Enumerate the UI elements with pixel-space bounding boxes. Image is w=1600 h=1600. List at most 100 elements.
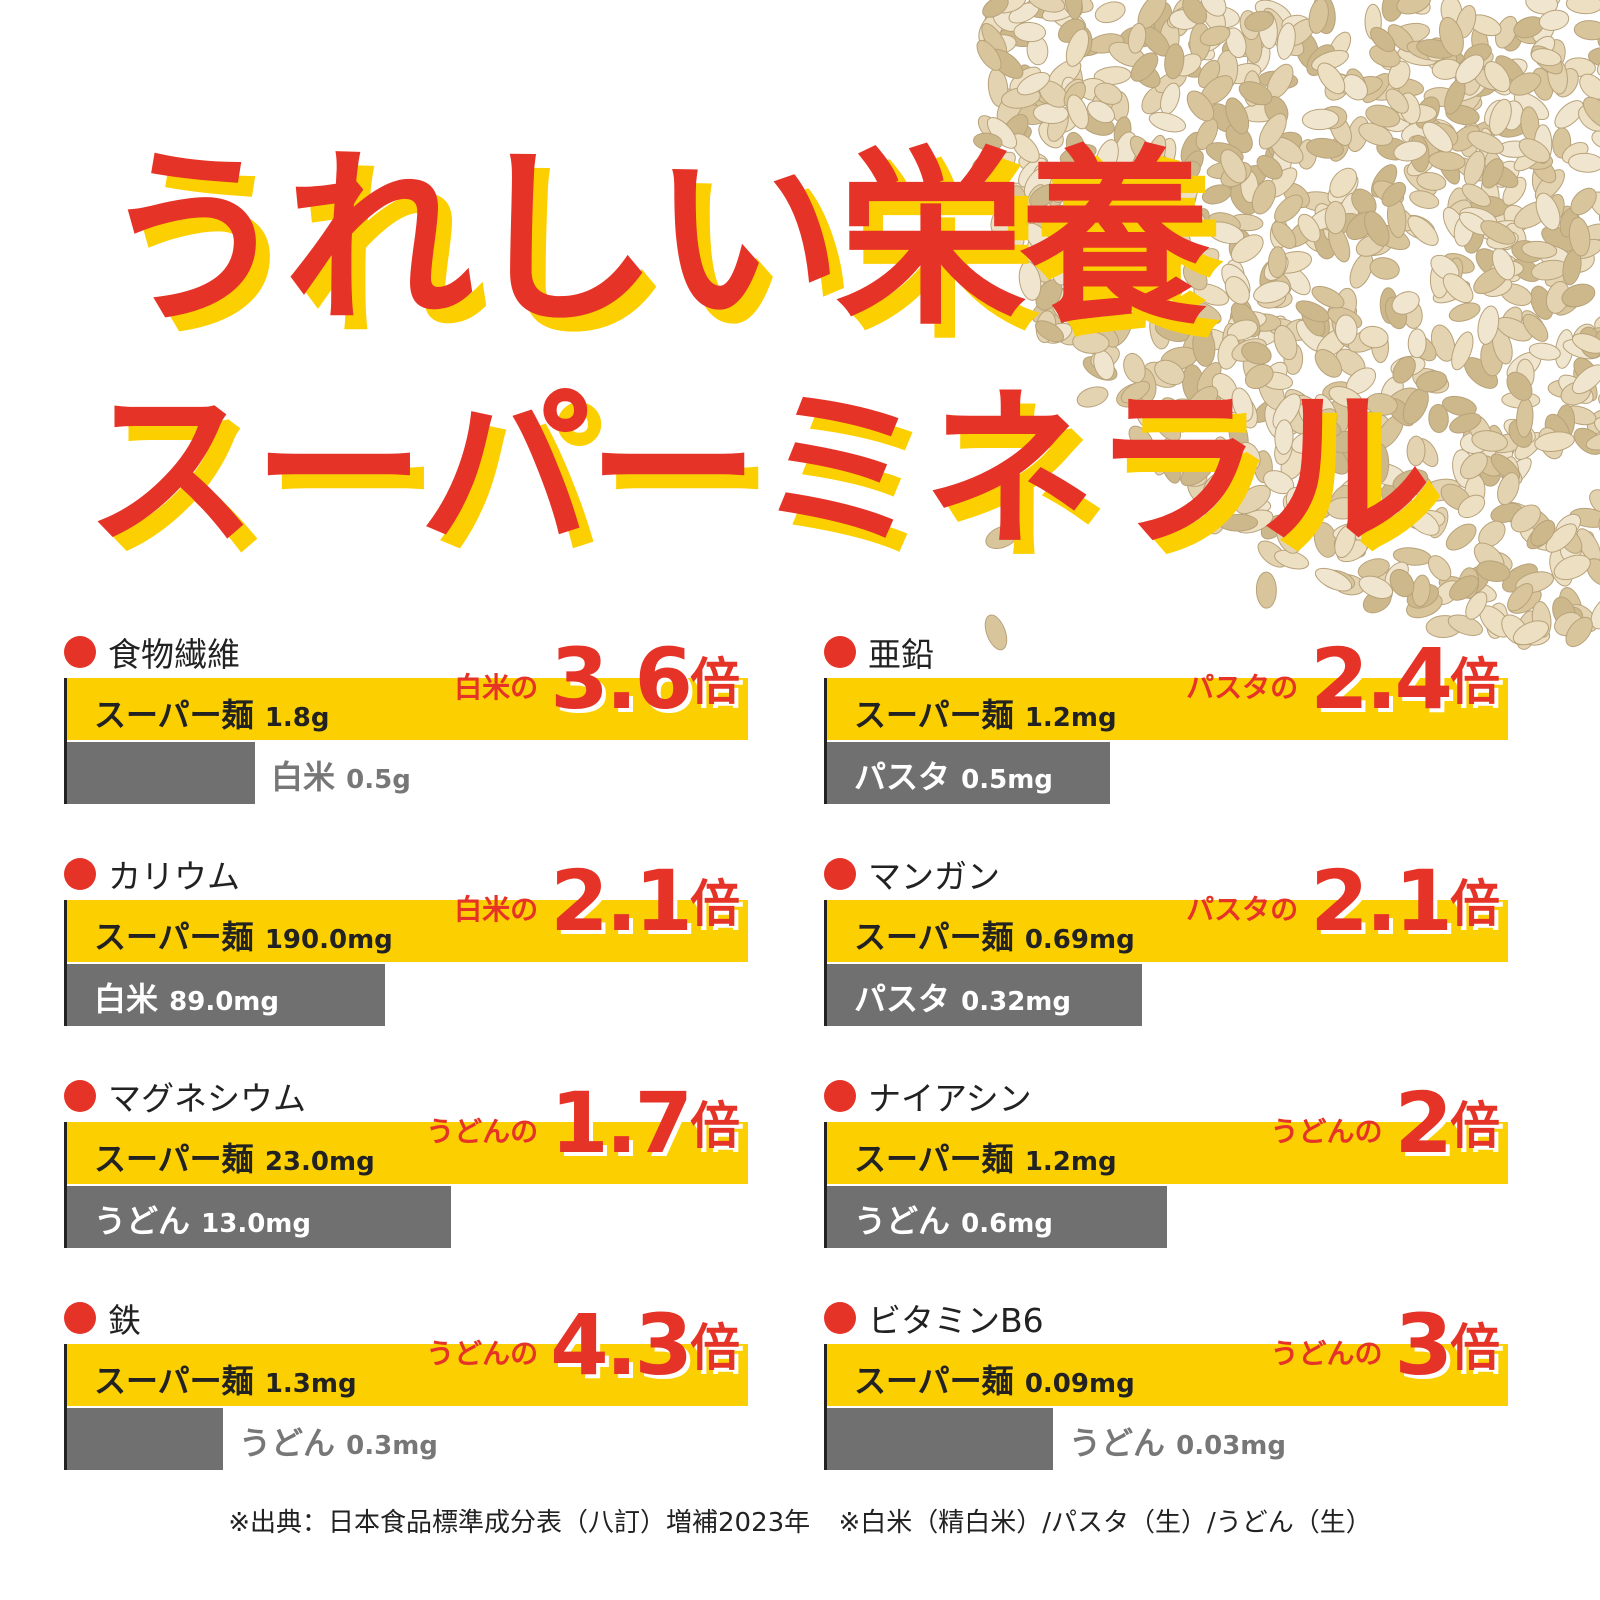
- series-name: うどん: [854, 1202, 951, 1240]
- axis-line: [64, 678, 67, 804]
- rice-grain: [1211, 489, 1243, 510]
- rice-grain: [1018, 261, 1042, 301]
- ratio-value: 2.1: [1310, 852, 1453, 950]
- rice-grain: [1415, 370, 1448, 393]
- series-value: 0.09mg: [1024, 1369, 1135, 1399]
- nutrient-name: 亜鉛: [868, 635, 934, 674]
- rice-grain: [1267, 246, 1287, 279]
- title-line2: スーパーミネラル: [85, 370, 1431, 571]
- rice-grain: [1306, 137, 1344, 159]
- series-value: 0.3mg: [346, 1431, 438, 1461]
- series-value: 1.2mg: [1024, 1147, 1117, 1177]
- ratio-callout: うどんの 2 倍: [1271, 1078, 1500, 1168]
- ratio-callout: 白米の 2.1 倍: [454, 856, 740, 946]
- rice-grain: [1094, 82, 1123, 105]
- rice-grain: [1477, 305, 1500, 345]
- footer-source: ※出典：日本食品標準成分表（八訂）増補2023年: [228, 1508, 811, 1538]
- rice-grain: [1071, 251, 1109, 275]
- rice-grain: [1314, 348, 1343, 378]
- rice-grain: [1121, 193, 1145, 226]
- comparison-label: 白米 89.0mg: [94, 974, 279, 1020]
- rice-grain: [1255, 571, 1277, 609]
- rice-grain: [1561, 283, 1596, 308]
- rice-grain: [1528, 342, 1561, 361]
- rice-grain: [1597, 31, 1600, 53]
- rice-grain: [1186, 301, 1222, 325]
- rice-grain: [1276, 22, 1296, 60]
- rice-grain: [1274, 194, 1303, 223]
- comparison-label: パスタ 0.32mg: [854, 974, 1071, 1020]
- rice-grain: [1590, 595, 1600, 630]
- rice-grain: [1273, 325, 1298, 361]
- series-value: 13.0mg: [201, 1209, 312, 1239]
- ratio-value: 4.3: [550, 1296, 693, 1394]
- rice-grain: [1596, 52, 1600, 77]
- ratio-callout: パスタの 2.1 倍: [1186, 856, 1500, 946]
- super-men-label: スーパー麺 190.0mg: [94, 912, 393, 958]
- comparison-label: うどん 0.03mg: [1069, 1418, 1286, 1464]
- rice-grain: [1393, 140, 1428, 162]
- nutrient-title: マグネシウム: [64, 1072, 306, 1120]
- rice-grain: [1122, 273, 1151, 296]
- rice-grain: [1295, 300, 1330, 323]
- rice-grain: [1180, 456, 1215, 487]
- rice-grain: [1065, 28, 1090, 67]
- footer: ※出典：日本食品標準成分表（八訂）増補2023年 ※白米（精白米）/パスタ（生）…: [0, 1502, 1600, 1539]
- ratio-suffix: 倍: [690, 875, 740, 933]
- super-men-label: スーパー麺 1.2mg: [854, 690, 1117, 736]
- series-value: 1.2mg: [1024, 703, 1117, 733]
- rice-grain: [1186, 90, 1215, 122]
- rice-grain: [1565, 616, 1593, 648]
- bullet-icon: [824, 1302, 856, 1334]
- rice-grain: [1565, 0, 1600, 15]
- rice-grain: [1123, 352, 1146, 384]
- series-value: 23.0mg: [264, 1147, 375, 1177]
- ratio-suffix: 倍: [1450, 1097, 1500, 1155]
- rice-grain: [1212, 436, 1231, 470]
- rice-grain: [1028, 0, 1066, 13]
- rice-grain: [1334, 524, 1356, 559]
- ratio-prefix: パスタの: [1186, 671, 1299, 704]
- axis-line: [824, 1122, 827, 1248]
- rice-grain: [1449, 575, 1479, 601]
- rice-grain: [1396, 0, 1432, 15]
- nutrient-name: 鉄: [108, 1301, 141, 1340]
- rice-grain: [1428, 403, 1449, 433]
- rice-grain: [1371, 443, 1390, 483]
- nutrient-panel: マンガン スーパー麺 0.69mg パスタ 0.32mg パスタの 2.1 倍: [824, 850, 1508, 1030]
- comparison-bar: [66, 1186, 451, 1248]
- rice-grain: [1391, 291, 1420, 315]
- bullet-icon: [64, 636, 96, 668]
- rice-grain: [1570, 187, 1597, 216]
- ratio-callout: うどんの 1.7 倍: [426, 1078, 740, 1168]
- rice-grain: [1467, 130, 1505, 155]
- rice-grain: [1441, 395, 1477, 417]
- super-men-bar: [66, 900, 748, 962]
- rice-grain: [1182, 262, 1208, 291]
- rice-grain: [1535, 192, 1561, 231]
- rice-grain: [1301, 108, 1340, 131]
- ratio-suffix: 倍: [690, 1319, 740, 1377]
- rice-grain: [1481, 158, 1504, 189]
- rice-grain: [1381, 181, 1407, 207]
- rice-grain: [1389, 568, 1415, 598]
- rice-grain: [1130, 52, 1159, 82]
- rice-grain: [1218, 513, 1259, 532]
- series-value: 0.6mg: [961, 1209, 1053, 1239]
- rice-grain: [1370, 26, 1396, 53]
- comparison-bar: [66, 1408, 223, 1470]
- rice-grain: [1545, 523, 1578, 553]
- rice-grain: [984, 614, 1008, 651]
- rice-grain: [1568, 152, 1600, 173]
- series-name: パスタ: [854, 758, 951, 796]
- rice-grain: [1449, 412, 1482, 434]
- rice-grain: [1251, 179, 1277, 215]
- comparison-label: 白米 0.5g: [271, 752, 411, 798]
- rice-grain: [1072, 331, 1110, 354]
- nutrient-panel: 鉄 スーパー麺 1.3mg うどん 0.3mg うどんの 4.3 倍: [64, 1294, 748, 1474]
- rice-grain: [1554, 100, 1584, 129]
- rice-grain: [1176, 202, 1209, 236]
- bullet-icon: [824, 636, 856, 668]
- series-value: 0.69mg: [1024, 925, 1135, 955]
- ratio-prefix: うどんの: [1270, 1337, 1383, 1370]
